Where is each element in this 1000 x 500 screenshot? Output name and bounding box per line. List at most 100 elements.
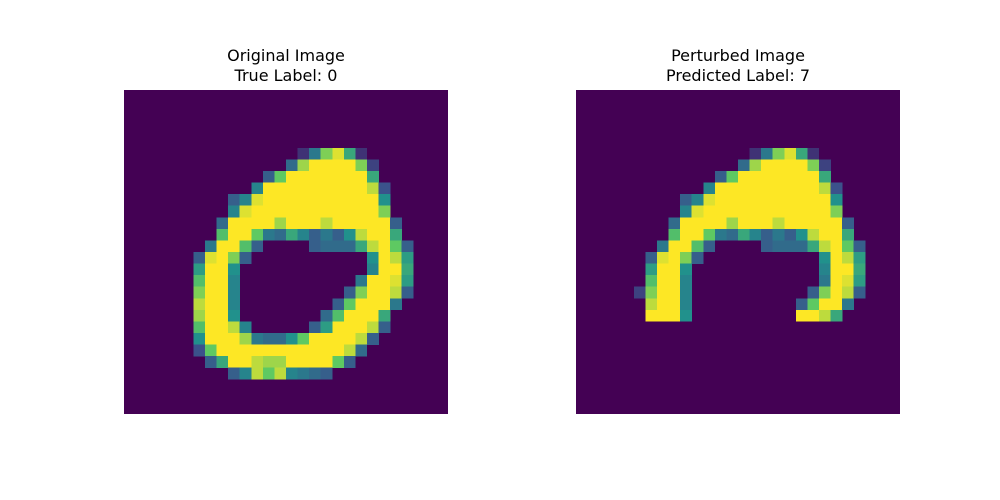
heatmap-cell [262,205,275,218]
heatmap-cell [726,194,739,206]
heatmap-cell [320,321,333,334]
heatmap-cell [668,286,681,299]
heatmap-cell [320,182,333,195]
heatmap-cell [401,240,414,253]
heatmap-cell [216,333,229,345]
heatmap-cell [251,356,264,368]
heatmap-cell [297,228,310,241]
heatmap-cell [819,309,831,322]
heatmap-cell [657,298,669,311]
heatmap-cell [703,182,716,195]
perturbed-image-title: Perturbed Image Predicted Label: 7 [536,46,940,86]
heatmap-cell [680,286,692,299]
heatmap-cell [355,228,368,241]
heatmap-cell [228,252,240,264]
heatmap-cell [343,171,356,183]
heatmap-cell [703,228,716,241]
heatmap-cell [761,228,773,241]
heatmap-cell [390,252,402,264]
heatmap-cell [297,159,310,172]
heatmap-cell [378,228,391,241]
heatmap-cell [761,171,773,183]
heatmap-cell [749,217,762,230]
heatmap-cell [784,159,797,172]
heatmap-cell [320,159,333,172]
heatmap-cell [216,298,229,311]
heatmap-cell [714,205,727,218]
heatmap-cell [795,159,808,172]
heatmap-cell [830,309,843,322]
heatmap-cell [262,356,275,368]
heatmap-cell [286,228,298,241]
heatmap-cell [309,217,321,230]
heatmap-cell [274,228,287,241]
heatmap-cell [228,309,240,322]
heatmap-cell [216,321,229,334]
heatmap-cell [309,240,321,253]
heatmap-cell [367,159,379,172]
heatmap-cell [274,367,287,380]
heatmap-cell [239,356,252,368]
heatmap-cell [251,182,264,195]
heatmap-cell [367,228,379,241]
heatmap-cell [320,367,333,380]
heatmap-cell [378,252,391,264]
heatmap-cell [703,194,716,206]
heatmap-cell [691,228,704,241]
heatmap-cell [784,228,797,241]
heatmap-cell [749,205,762,218]
heatmap-cell [228,228,240,241]
heatmap-cell [193,321,206,334]
heatmap-cell [738,171,750,183]
heatmap-cell [761,217,773,230]
heatmap-cell [378,286,391,299]
heatmap-cell [216,240,229,253]
heatmap-cell [332,240,345,253]
heatmap-cell [645,309,658,322]
heatmap-cell [378,194,391,206]
heatmap-cell [274,182,287,195]
heatmap-cell [320,228,333,241]
heatmap-cell [297,217,310,230]
heatmap-cell [830,263,843,276]
heatmap-cell [286,344,298,357]
heatmap-cell [355,171,368,183]
heatmap-cell [239,240,252,253]
heatmap-cell [216,309,229,322]
heatmap-cell [819,159,831,172]
heatmap-cell [401,263,414,276]
heatmap-cell [784,240,797,253]
heatmap-cell [228,367,240,380]
heatmap-cell [286,194,298,206]
heatmap-cell [830,194,843,206]
heatmap-cell [251,367,264,380]
heatmap-cell [784,194,797,206]
heatmap-cell [645,252,658,264]
heatmap-cell [807,159,820,172]
heatmap-cell [390,217,402,230]
heatmap-cell [193,252,206,264]
heatmap-cell [332,298,345,311]
heatmap-cell [228,194,240,206]
heatmap-cell [286,217,298,230]
heatmap-cell [355,240,368,253]
heatmap-cell [668,228,681,241]
heatmap-cell [714,194,727,206]
heatmap-cell [819,298,831,311]
heatmap-cell [378,263,391,276]
heatmap-cell [680,263,692,276]
heatmap-cell [228,205,240,218]
heatmap-cell [343,321,356,334]
heatmap-cell [761,159,773,172]
heatmap-cell [795,309,808,322]
heatmap-cell [262,344,275,357]
heatmap-cell [262,228,275,241]
heatmap-cell [738,194,750,206]
heatmap-cell [343,205,356,218]
heatmap-cell [367,275,379,287]
heatmap-cell [749,159,762,172]
heatmap-cell [390,240,402,253]
heatmap-cell [819,205,831,218]
heatmap-cell [680,205,692,218]
heatmap-cell [251,240,264,253]
